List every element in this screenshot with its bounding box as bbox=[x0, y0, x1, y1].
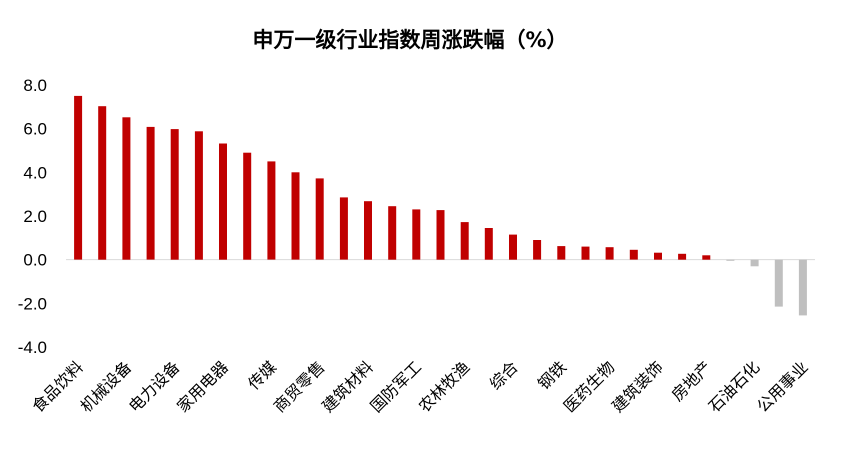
bar bbox=[243, 152, 252, 260]
y-tick-label: -2.0 bbox=[18, 294, 47, 313]
x-tick-label: 钢铁 bbox=[534, 357, 570, 393]
x-tick-label: 公用事业 bbox=[753, 357, 812, 416]
bar bbox=[460, 222, 469, 260]
x-tick-label: 商贸零售 bbox=[270, 357, 329, 416]
bar bbox=[726, 259, 735, 261]
bar bbox=[484, 228, 493, 260]
x-tick-label: 医药生物 bbox=[560, 357, 619, 416]
bar bbox=[605, 247, 614, 260]
x-tick-label: 建筑材料 bbox=[318, 357, 377, 416]
bar bbox=[629, 249, 638, 260]
bar bbox=[74, 95, 83, 260]
x-tick-label: 石油石化 bbox=[705, 357, 764, 416]
bar bbox=[315, 178, 324, 260]
bar bbox=[364, 201, 372, 260]
x-tick-label: 食品饮料 bbox=[28, 357, 87, 416]
bar bbox=[509, 234, 517, 260]
bar bbox=[436, 210, 445, 260]
bar bbox=[750, 259, 759, 267]
bar bbox=[267, 161, 276, 260]
bar bbox=[533, 240, 542, 260]
y-tick-label: 8.0 bbox=[23, 76, 47, 95]
y-axis-ticks: 8.0 6.0 4.0 2.0 0.0 -2.0 -4.0 bbox=[18, 76, 47, 357]
x-tick-label: 机械设备 bbox=[77, 357, 136, 416]
bar bbox=[702, 255, 711, 260]
y-tick-label: 6.0 bbox=[23, 120, 47, 139]
bar bbox=[678, 253, 687, 260]
x-tick-label: 传媒 bbox=[244, 357, 280, 393]
y-tick-label: 4.0 bbox=[23, 163, 47, 182]
bar bbox=[557, 246, 566, 260]
bars bbox=[74, 95, 807, 316]
bar bbox=[291, 172, 300, 260]
x-tick-label: 家用电器 bbox=[173, 357, 232, 416]
bar bbox=[654, 252, 662, 260]
y-tick-label: 0.0 bbox=[23, 251, 47, 270]
bar bbox=[388, 206, 397, 260]
bar bbox=[798, 259, 807, 316]
chart-title: 申万一级行业指数周涨跌幅（%） bbox=[252, 28, 567, 52]
bar bbox=[170, 129, 179, 260]
bar bbox=[98, 106, 107, 260]
x-tick-label: 建筑装饰 bbox=[608, 357, 667, 416]
y-tick-label: -4.0 bbox=[18, 338, 47, 357]
bar bbox=[194, 131, 203, 260]
bar bbox=[774, 259, 783, 307]
bar bbox=[581, 246, 590, 260]
bar bbox=[339, 197, 348, 260]
bar bbox=[122, 117, 131, 260]
x-tick-label: 国防军工 bbox=[366, 357, 425, 416]
bar bbox=[219, 143, 227, 260]
x-tick-label: 电力设备 bbox=[125, 357, 184, 416]
y-tick-label: 2.0 bbox=[23, 207, 47, 226]
bar bbox=[146, 126, 155, 260]
bar bbox=[412, 209, 421, 260]
x-tick-label: 综合 bbox=[486, 357, 522, 393]
x-tick-label: 房地产 bbox=[668, 357, 715, 404]
x-tick-label: 农林牧渔 bbox=[415, 357, 474, 416]
